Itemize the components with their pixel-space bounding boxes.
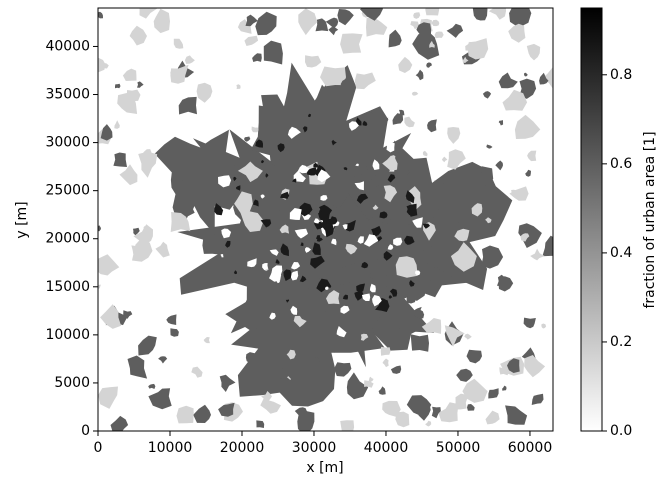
colorbar-tick-label: 0.4 (610, 245, 632, 261)
y-tick-label: 15000 (45, 279, 90, 295)
colorbar-tick-label: 0.8 (610, 67, 632, 83)
x-tick-label: 60000 (508, 440, 553, 456)
colorbar-tick-label: 0.2 (610, 334, 632, 350)
y-tick-label: 30000 (45, 135, 90, 151)
x-tick-label: 50000 (436, 440, 481, 456)
urban-patch (340, 420, 354, 434)
x-tick-label: 30000 (292, 440, 337, 456)
y-tick-label: 0 (81, 423, 90, 439)
colorbar-tick-label: 0.0 (610, 423, 632, 439)
y-tick-label: 35000 (45, 87, 90, 103)
urban-patch (264, 41, 283, 65)
y-axis-label: y [m] (14, 201, 30, 238)
urban-patch (340, 33, 363, 53)
x-axis-label: x [m] (306, 460, 343, 476)
urban-patch (297, 411, 314, 436)
colorbar (581, 8, 602, 431)
y-tick-label: 20000 (45, 231, 90, 247)
y-tick-label: 40000 (45, 38, 90, 54)
urban-patch (411, 334, 429, 352)
y-tick-label: 10000 (45, 327, 90, 343)
x-tick-label: 0 (94, 440, 103, 456)
urban-patch (202, 236, 222, 255)
urban-patch (381, 347, 391, 356)
colorbar-label: fraction of urban area [1] (642, 131, 658, 308)
chart: x [m] y [m] fraction of urban area [1] 0… (0, 0, 662, 483)
y-tick-label: 5000 (54, 375, 90, 391)
urban-patch (425, 3, 439, 16)
x-tick-label: 10000 (148, 440, 193, 456)
urban-patch (113, 153, 127, 168)
x-tick-label: 40000 (364, 440, 409, 456)
y-tick-label: 25000 (45, 183, 90, 199)
urban-patch (177, 406, 194, 424)
x-tick-label: 20000 (220, 440, 265, 456)
colorbar-tick-label: 0.6 (610, 156, 632, 172)
